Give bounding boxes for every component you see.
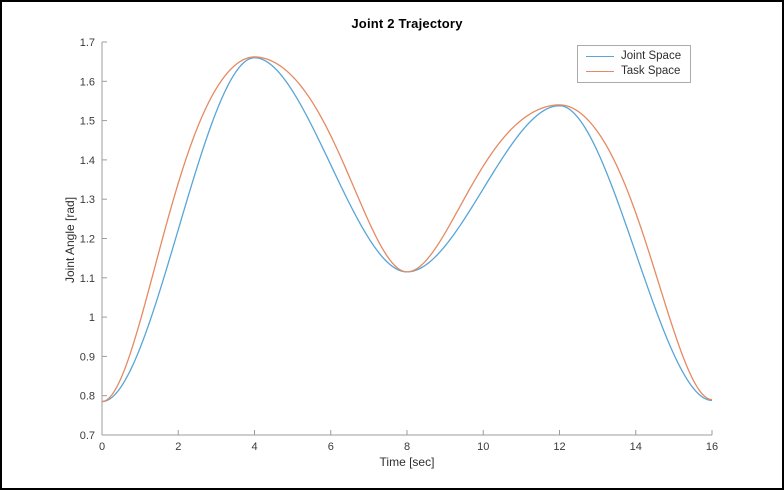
legend: Joint Space Task Space (577, 45, 692, 83)
series-line-joint-space (101, 57, 713, 403)
x-tick-label: 12 (553, 441, 565, 453)
legend-label: Task Space (621, 65, 681, 77)
y-tick-label: 1.5 (80, 116, 95, 128)
legend-entry: Joint Space (586, 49, 681, 64)
series-line-task-space (101, 56, 713, 403)
x-tick-label: 2 (175, 441, 181, 453)
x-tick-label: 4 (251, 441, 257, 453)
y-tick-label: 1.4 (80, 155, 95, 167)
legend-label: Joint Space (621, 50, 682, 62)
y-axis-label-text: Joint Angle [rad] (63, 196, 77, 284)
y-tick-label: 1.1 (80, 273, 95, 285)
chart-title: Joint 2 Trajectory (351, 16, 463, 31)
x-tick-label: 8 (404, 441, 410, 453)
legend-line-task-space (586, 71, 614, 72)
y-tick-label: 1.7 (80, 37, 95, 49)
y-tick-label: 1.2 (80, 234, 95, 246)
x-axis-label: Time [sec] (379, 455, 435, 469)
x-tick-label: 10 (477, 441, 489, 453)
y-tick-label: 1.3 (80, 194, 95, 206)
legend-entry: Task Space (586, 64, 681, 79)
x-tick-label: 6 (328, 441, 334, 453)
legend-line-joint-space (586, 56, 614, 57)
x-tick-label: 16 (706, 441, 718, 453)
y-tick-label: 1.6 (80, 76, 95, 88)
x-tick-label: 0 (99, 441, 105, 453)
y-tick-label: 0.9 (80, 351, 95, 363)
y-tick-label: 0.7 (80, 430, 95, 442)
x-tick-label: 14 (630, 441, 642, 453)
y-tick-label: 1 (89, 312, 95, 324)
y-tick-label: 0.8 (80, 391, 95, 403)
